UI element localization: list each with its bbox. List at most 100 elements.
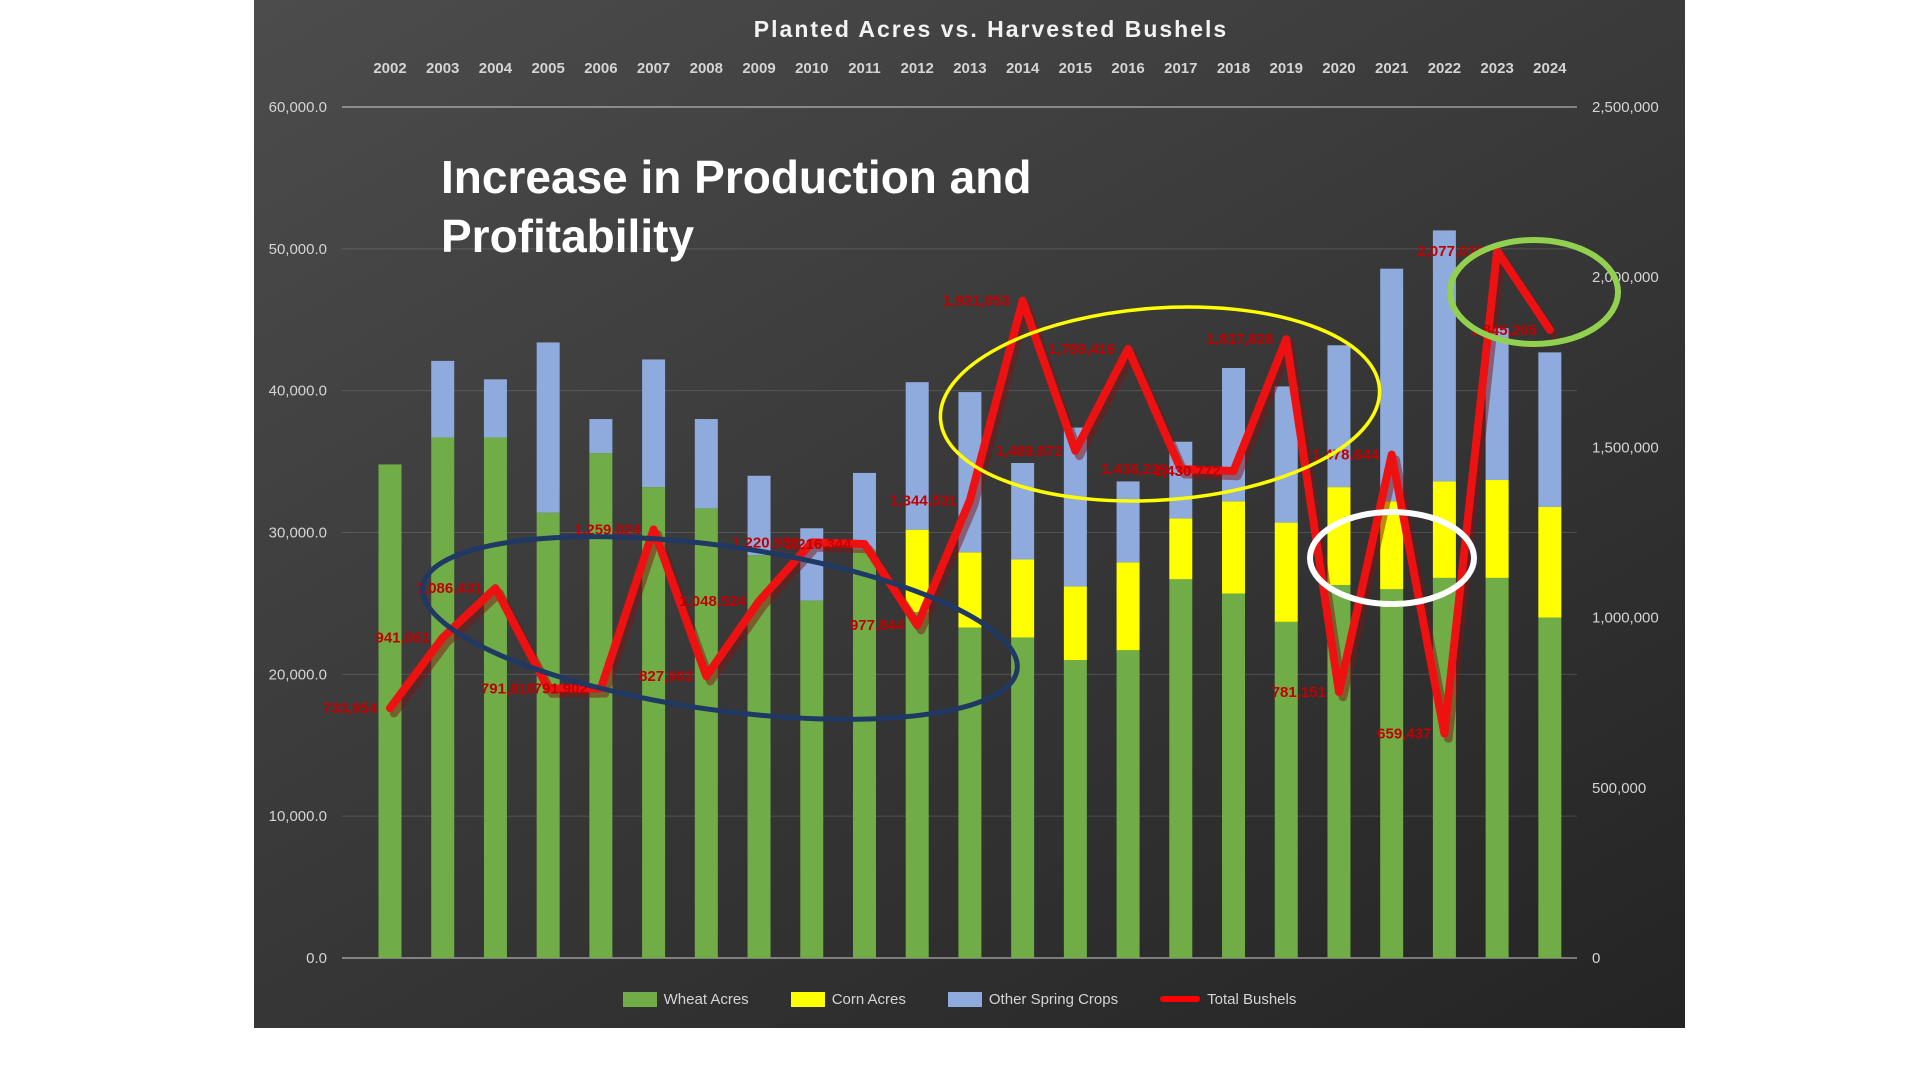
data-label: 1,789,416: [1048, 341, 1115, 358]
left-axis-tick: 60,000.0: [269, 99, 327, 116]
right-axis-tick: 1,000,000: [1592, 610, 1659, 627]
other-crops-bar-segment: [589, 419, 613, 454]
legend-label: Total Bushels: [1207, 990, 1297, 1008]
legend-label: Other Spring Crops: [988, 990, 1119, 1008]
year-label: 2024: [1533, 60, 1567, 77]
green-ellipse: [1447, 237, 1621, 347]
other-crops-bar-segment: [483, 379, 507, 438]
data-label: 941,061: [375, 630, 429, 647]
right-axis-tick: 1,500,000: [1592, 439, 1659, 456]
other-crops-bar-segment: [1116, 481, 1140, 563]
corn-bar-segment: [1222, 501, 1246, 594]
other-crops-bar-segment: [694, 419, 718, 509]
legend-item: Wheat Acres: [622, 990, 749, 1008]
wheat-bar-segment: [1011, 637, 1035, 958]
total-bushels-line-shadow: [389, 251, 1559, 743]
combo-chart: 0.0 10,000.0 20,000.0 30,000.0 40,000.0 50,00…: [269, 60, 1659, 967]
data-label: 1,259,024: [574, 521, 641, 538]
legend-swatch-line: [1160, 996, 1201, 1002]
data-label: 1,478,644: [1312, 447, 1379, 464]
wheat-bar-segment: [536, 512, 560, 958]
other-crops-bar-segment: [852, 472, 876, 550]
left-axis-tick: 50,000.0: [269, 241, 327, 258]
year-label: 2014: [1006, 60, 1040, 77]
headline-line-1: Increase in Production and: [441, 151, 1032, 203]
other-crops-bar-segment: [536, 342, 560, 513]
year-label: 2015: [1059, 60, 1092, 77]
navy-ellipse: [420, 534, 1020, 722]
legend-label: Wheat Acres: [663, 990, 749, 1008]
total-bushels-line: [386, 246, 1554, 738]
left-axis-tick: 40,000.0: [269, 383, 327, 400]
data-label: 1,489,872: [996, 443, 1063, 460]
wheat-bar-segment: [589, 453, 613, 958]
legend-item: Corn Acres: [790, 991, 906, 1008]
corn-bar-segment: [1538, 506, 1562, 618]
legend-item: Other Spring Crops: [947, 990, 1119, 1008]
year-label: 2023: [1480, 60, 1513, 77]
wheat-bar-segment: [1538, 617, 1562, 958]
corn-bar-segment: [1327, 487, 1351, 585]
data-label: 781,151: [1272, 684, 1326, 701]
wheat-bar-segment: [642, 487, 666, 958]
right-axis-tick: 0: [1592, 950, 1600, 967]
corn-bar-segment: [1011, 559, 1035, 638]
other-crops-bar-segment: [1432, 230, 1456, 482]
headline-text: Increase in Production and Profitability: [441, 148, 1201, 266]
other-crops-bar-segment: [1327, 345, 1351, 488]
data-label: 977,844: [850, 617, 905, 634]
year-label: 2009: [742, 60, 775, 77]
data-label: 733,954: [323, 700, 378, 717]
legend-item: Total Bushels: [1160, 991, 1296, 1008]
data-label: 1,931,053: [943, 293, 1010, 310]
year-label: 2007: [637, 60, 670, 77]
data-label: 2,077,019: [1417, 243, 1484, 260]
data-label: 1,048,524: [679, 593, 746, 610]
other-crops-bar-segment: [431, 360, 455, 438]
data-label: 1,430,772: [1154, 463, 1221, 480]
wheat-bar-segment: [1485, 577, 1509, 958]
right-axis-tick: 2,000,000: [1592, 269, 1659, 286]
wheat-bar-segment: [1169, 579, 1193, 958]
other-crops-bar-segment: [1011, 463, 1035, 560]
right-axis-tick: 2,500,000: [1592, 99, 1659, 116]
chart-legend: Wheat Acres Corn Acres Other Spring Crops T…: [342, 986, 1577, 1012]
year-label: 2022: [1428, 60, 1461, 77]
data-label: 1,216,344: [785, 536, 852, 553]
left-axis-labels: 0.0 10,000.0 20,000.0 30,000.0 40,000.0 50,00…: [269, 99, 327, 967]
year-label: 2008: [690, 60, 723, 77]
corn-bar-segment: [1169, 518, 1193, 580]
year-label: 2005: [531, 60, 564, 77]
presentation-slide: Planted Acres vs. Harvested Bushels Incr…: [254, 0, 1685, 1028]
white-ellipse: [1307, 509, 1477, 607]
wheat-bar-segment: [905, 611, 929, 958]
corn-bar-segment: [1116, 562, 1140, 651]
data-label: 1,344,531: [890, 492, 957, 509]
left-axis-tick: 30,000.0: [269, 525, 327, 542]
year-label: 2021: [1375, 60, 1408, 77]
year-label: 2006: [584, 60, 617, 77]
corn-bar-segment: [1063, 586, 1087, 661]
wheat-bar-segment: [483, 437, 507, 958]
wheat-bar-segment: [1274, 621, 1298, 958]
wheat-bar-segment: [431, 437, 455, 958]
year-label: 2013: [953, 60, 986, 77]
data-label: 791,818: [481, 680, 535, 697]
year-label: 2003: [426, 60, 459, 77]
wheat-bar-segment: [800, 600, 824, 958]
wheat-bar-segment: [747, 555, 771, 958]
chart-title: Planted Acres vs. Harvested Bushels: [753, 16, 1229, 42]
legend-swatch-rect: [947, 991, 982, 1007]
corn-bar-segment: [1380, 501, 1404, 590]
headline-line-2: Profitability: [441, 210, 695, 262]
other-crops-bar-segment: [1274, 386, 1298, 523]
data-label: 1,817,828: [1207, 331, 1274, 348]
left-axis-tick: 10,000.0: [269, 808, 327, 825]
wheat-bar-segment: [852, 549, 876, 958]
right-axis-labels: 0 500,000 1,000,000 1,500,000 2,000,000 2,500…: [1592, 99, 1659, 967]
year-label: 2012: [901, 60, 934, 77]
data-label: 791,902: [534, 680, 588, 697]
year-label: 2016: [1111, 60, 1144, 77]
stacked-bars: [378, 230, 1562, 958]
